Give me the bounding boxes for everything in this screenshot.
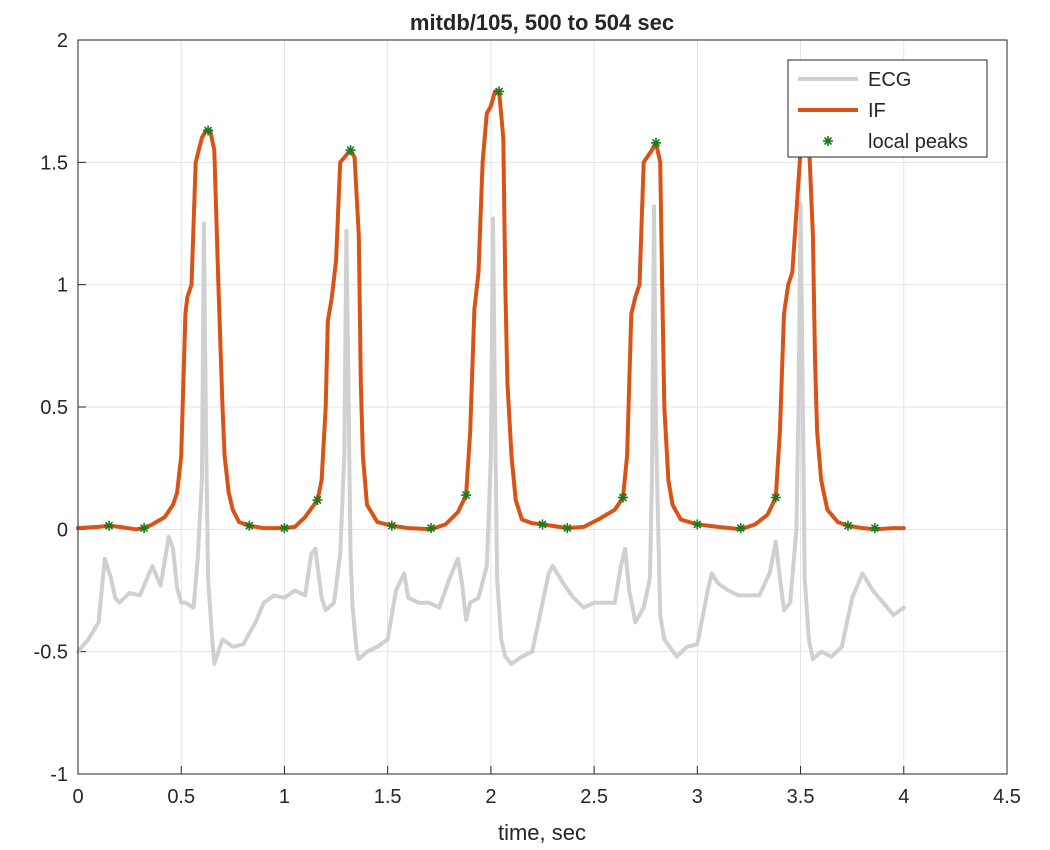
y-axis: -1 -0.5 0 0.5 1 1.5 2 [34, 30, 86, 786]
peak-marker [770, 492, 781, 503]
plot-series [76, 86, 906, 666]
x-tick-label: 0.5 [167, 786, 195, 808]
peak-marker [735, 523, 746, 534]
peak-marker [279, 523, 290, 534]
x-axis-label: time, sec [498, 820, 586, 845]
peak-marker [494, 86, 505, 97]
y-tick-label: -0.5 [34, 642, 68, 664]
x-tick-label: 4.5 [993, 786, 1021, 808]
series-line-ecg [76, 201, 906, 666]
x-tick-label: 2 [485, 786, 496, 808]
x-tick-label: 1 [279, 786, 290, 808]
legend-label-ecg: ECG [868, 69, 911, 91]
peak-marker [203, 125, 214, 136]
x-tick-label: 1.5 [374, 786, 402, 808]
legend-label-peaks: local peaks [868, 131, 968, 153]
peak-marker [843, 520, 853, 531]
peak-marker [345, 145, 356, 156]
legend-swatch-peaks [823, 136, 833, 146]
peak-marker [461, 490, 472, 501]
y-tick-label: 2 [57, 30, 68, 52]
legend: ECG IF local peaks [787, 59, 988, 158]
x-axis: 0 0.5 1 1.5 2 2.5 3 3.5 4 4.5 [72, 766, 1021, 808]
y-tick-label: 1.5 [40, 152, 68, 174]
peak-marker [692, 519, 703, 530]
y-tick-label: 0 [57, 519, 68, 541]
axes-box [77, 39, 1008, 775]
chart-title: mitdb/105, 500 to 504 sec [410, 10, 674, 35]
peak-marker [869, 523, 880, 534]
peak-marker [426, 523, 436, 534]
y-tick-label: -1 [50, 764, 68, 786]
peak-marker [104, 520, 114, 531]
peak-marker [244, 520, 255, 531]
x-tick-label: 3 [692, 786, 703, 808]
x-tick-label: 0 [72, 786, 83, 808]
peak-marker [537, 519, 548, 530]
y-tick-label: 0.5 [40, 397, 68, 419]
peak-marker [139, 523, 150, 534]
peak-marker [618, 492, 628, 503]
peak-marker [562, 523, 573, 534]
peak-marker [312, 495, 323, 505]
peak-marker [651, 137, 661, 148]
y-tick-label: 1 [57, 275, 68, 297]
x-tick-label: 4 [898, 786, 909, 808]
peak-marker [386, 520, 397, 531]
x-tick-label: 2.5 [580, 786, 608, 808]
legend-label-if: IF [868, 100, 886, 122]
x-tick-label: 3.5 [787, 786, 815, 808]
